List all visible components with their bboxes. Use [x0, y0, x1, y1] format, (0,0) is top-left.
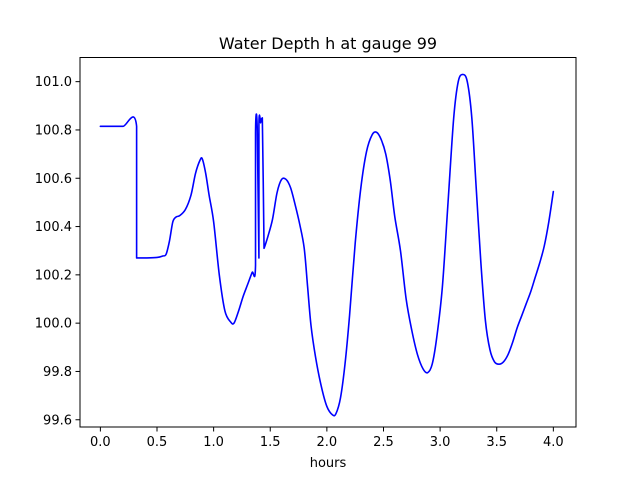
y-tick-label: 99.6 — [43, 413, 72, 428]
x-axis-label: hours — [310, 456, 347, 471]
y-tick-label: 100.6 — [35, 172, 72, 187]
series-line — [99, 73, 555, 417]
x-tick-label: 1.0 — [203, 435, 224, 450]
x-tick-label: 2.0 — [317, 435, 338, 450]
y-tick-label: 101.0 — [35, 75, 72, 90]
x-axis: 0.0 0.5 1.0 1.5 2.0 2.5 3.0 3.5 4.0 — [90, 427, 564, 450]
chart-title: Water Depth h at gauge 99 — [219, 34, 437, 53]
x-tick-label: 0.5 — [147, 435, 168, 450]
y-tick-label: 100.8 — [35, 123, 72, 138]
x-tick-label: 0.0 — [90, 435, 111, 450]
x-tick-label: 4.0 — [543, 435, 564, 450]
y-tick-label: 100.0 — [35, 317, 72, 332]
x-tick-label: 1.5 — [260, 435, 281, 450]
x-tick-label: 2.5 — [373, 435, 394, 450]
y-axis: 99.6 99.8 100.0 100.2 100.4 100.6 100.8 101.0 — [35, 75, 80, 428]
plot-frame — [79, 57, 577, 428]
y-tick-label: 100.4 — [35, 220, 72, 235]
y-tick-label: 99.8 — [43, 365, 72, 380]
x-tick-label: 3.0 — [430, 435, 451, 450]
x-tick-label: 3.5 — [486, 435, 507, 450]
y-tick-label: 100.2 — [35, 268, 72, 283]
